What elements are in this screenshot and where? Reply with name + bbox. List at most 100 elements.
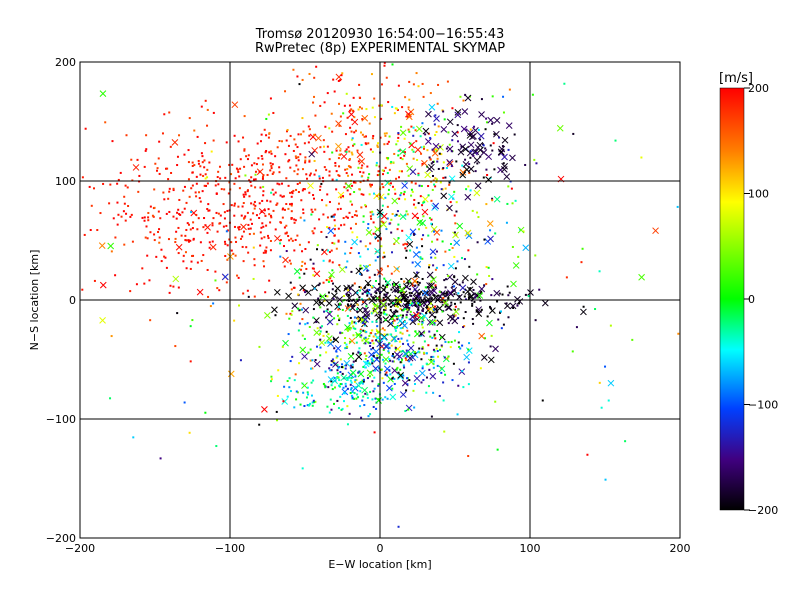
data-point-x: [461, 108, 469, 115]
data-point: [358, 96, 361, 99]
data-point: [350, 387, 353, 390]
data-point: [172, 187, 175, 190]
data-point-x: [132, 164, 140, 171]
data-point: [328, 367, 331, 370]
data-point: [436, 157, 439, 160]
data-point: [261, 199, 264, 202]
data-point: [502, 95, 505, 98]
data-point-x: [413, 311, 420, 319]
data-point: [425, 391, 428, 394]
data-point: [430, 256, 433, 259]
data-point: [360, 206, 363, 209]
data-point: [228, 238, 231, 241]
data-point: [263, 209, 266, 212]
data-point: [329, 310, 332, 313]
data-point: [187, 178, 190, 181]
data-point: [322, 334, 325, 337]
data-point: [359, 390, 362, 393]
data-point-x: [411, 277, 419, 285]
data-point: [409, 294, 412, 297]
data-point: [420, 323, 423, 326]
data-point: [369, 390, 372, 393]
data-point: [116, 182, 119, 185]
data-point: [403, 137, 406, 140]
data-point: [366, 165, 369, 168]
data-point: [383, 143, 386, 146]
data-point: [397, 84, 400, 87]
data-point: [640, 156, 643, 159]
data-point: [399, 368, 402, 371]
data-point: [313, 95, 316, 98]
data-point: [408, 80, 411, 83]
data-point: [384, 362, 387, 365]
data-point: [248, 195, 251, 198]
data-point: [408, 379, 411, 382]
data-point-x: [438, 333, 446, 341]
data-point: [299, 403, 302, 406]
data-point: [350, 270, 353, 273]
data-point: [476, 241, 479, 244]
data-point: [265, 149, 268, 152]
data-point: [184, 239, 187, 242]
data-point: [349, 383, 352, 386]
data-point: [386, 265, 389, 268]
data-point: [355, 214, 358, 217]
data-point: [404, 214, 407, 217]
data-point: [264, 151, 267, 154]
data-point: [397, 525, 400, 528]
data-point: [333, 376, 336, 379]
data-point: [336, 364, 339, 367]
data-point: [380, 321, 383, 324]
data-point: [410, 188, 413, 191]
data-point: [381, 398, 384, 401]
data-point: [212, 302, 215, 305]
data-point: [362, 378, 365, 381]
data-point: [440, 336, 443, 339]
data-point: [365, 354, 368, 357]
data-point: [249, 180, 252, 183]
data-point: [182, 260, 185, 263]
data-point: [222, 225, 225, 228]
data-point: [479, 367, 482, 370]
data-point: [341, 372, 344, 375]
data-point: [468, 342, 471, 345]
data-point: [212, 139, 215, 142]
data-point: [331, 269, 334, 272]
data-point: [122, 210, 125, 213]
data-point: [352, 352, 355, 355]
data-point: [360, 334, 363, 337]
data-point: [396, 318, 399, 321]
data-point-x: [444, 304, 452, 311]
data-point: [370, 73, 373, 76]
data-point-x: [221, 273, 229, 281]
data-point: [289, 281, 292, 284]
data-point: [174, 241, 177, 244]
data-point: [364, 204, 367, 207]
data-point-x: [240, 223, 247, 231]
data-point-x: [438, 365, 446, 373]
data-point: [260, 133, 263, 136]
data-point: [365, 108, 368, 111]
data-point: [265, 250, 268, 253]
data-point-x: [505, 122, 513, 129]
data-point: [338, 124, 341, 127]
data-point: [407, 128, 410, 131]
data-point: [152, 215, 155, 218]
data-point: [308, 134, 311, 137]
data-point: [434, 268, 437, 271]
data-point: [376, 356, 379, 359]
data-point: [384, 396, 387, 399]
data-point: [351, 390, 354, 393]
data-point-x: [414, 146, 422, 154]
data-point-x: [467, 165, 475, 173]
data-point-x: [426, 318, 434, 326]
data-point: [191, 164, 194, 167]
data-point: [237, 226, 240, 229]
data-point-x: [401, 322, 408, 329]
data-point: [336, 372, 339, 375]
data-point: [281, 182, 284, 185]
data-point: [572, 132, 575, 135]
data-point: [253, 264, 256, 267]
data-point: [412, 203, 415, 206]
x-tick-label: −200: [65, 542, 95, 555]
